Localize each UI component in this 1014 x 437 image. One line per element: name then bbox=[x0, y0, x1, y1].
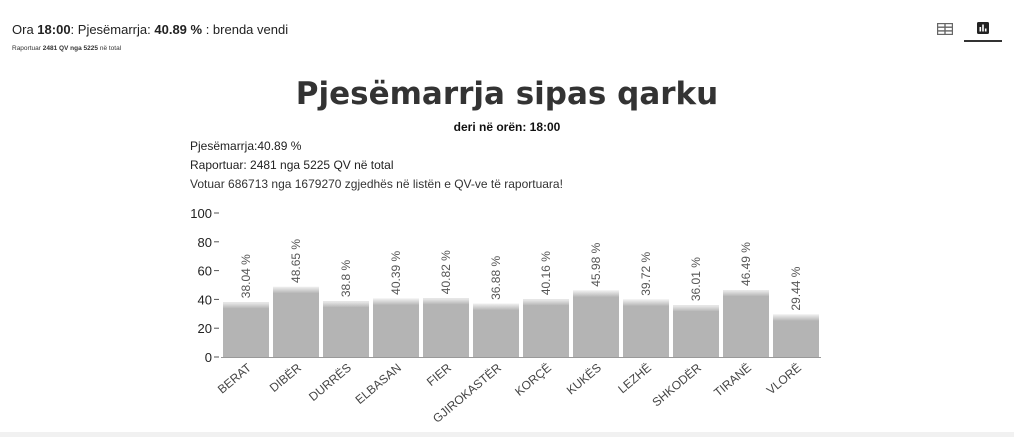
bar-highlight bbox=[773, 314, 819, 321]
data-label: 40.82 % bbox=[439, 250, 453, 294]
reported-value: 2481 QV nga 5225 bbox=[42, 45, 99, 52]
bar-highlight bbox=[423, 298, 469, 305]
category-label: SHKODËR bbox=[649, 360, 704, 409]
time-value: 18:00 bbox=[37, 22, 71, 37]
bar bbox=[323, 301, 369, 357]
bar-highlight bbox=[373, 298, 419, 305]
category-label: ELBASAN bbox=[353, 361, 404, 407]
turnout-summary: Ora 18:00: Pjesëmarrja: 40.89 % : brenda… bbox=[12, 22, 288, 37]
y-tick-label: 40 bbox=[198, 292, 212, 307]
bar bbox=[673, 305, 719, 357]
data-label: 38.04 % bbox=[239, 254, 253, 298]
data-label: 36.01 % bbox=[689, 257, 703, 301]
category-label: DIBËR bbox=[267, 360, 304, 395]
chart-view-button[interactable] bbox=[964, 16, 1002, 42]
data-label: 40.16 % bbox=[539, 251, 553, 295]
category-label: FIER bbox=[424, 360, 454, 389]
table-icon bbox=[937, 23, 953, 35]
reported-suffix: në total bbox=[99, 45, 122, 52]
category-label: DURRËS bbox=[306, 361, 354, 404]
data-label: 39.72 % bbox=[639, 251, 653, 295]
bar bbox=[573, 290, 619, 357]
category-label: BERAT bbox=[215, 360, 254, 396]
turnout-prefix: : Pjesëmarrja: bbox=[70, 22, 151, 37]
bar bbox=[623, 299, 669, 357]
bar bbox=[473, 303, 519, 357]
y-tick-label: 20 bbox=[198, 321, 212, 336]
bar-highlight bbox=[723, 290, 769, 297]
bar-highlight bbox=[223, 302, 269, 309]
y-tick-label: 80 bbox=[198, 235, 212, 250]
bar bbox=[223, 302, 269, 357]
stat-reported: Raportuar: 2481 nga 5225 QV në total bbox=[190, 158, 394, 172]
table-view-button[interactable] bbox=[926, 16, 964, 42]
data-label: 36.88 % bbox=[489, 256, 503, 300]
y-tick-label: 100 bbox=[190, 206, 212, 221]
category-label: VLORË bbox=[764, 361, 804, 398]
bar-chart-icon bbox=[977, 22, 989, 34]
stat-voted: Votuar 686713 nga 1679270 zgjedhës në li… bbox=[190, 177, 563, 191]
data-label: 48.65 % bbox=[289, 239, 303, 283]
reported-summary: Raportuar 2481 QV nga 5225 në total bbox=[12, 45, 121, 52]
bar-highlight bbox=[473, 303, 519, 310]
bar bbox=[723, 290, 769, 357]
bar bbox=[773, 314, 819, 357]
turnout-suffix: : brenda vendi bbox=[205, 22, 289, 37]
bar-highlight bbox=[523, 299, 569, 306]
category-label: LEZHË bbox=[615, 361, 654, 397]
data-label: 40.39 % bbox=[389, 250, 403, 294]
bar-highlight bbox=[673, 305, 719, 312]
data-label: 46.49 % bbox=[739, 242, 753, 286]
bar-highlight bbox=[323, 301, 369, 308]
reported-prefix: Raportuar bbox=[12, 45, 41, 52]
category-label: KORÇË bbox=[512, 361, 554, 399]
bar bbox=[423, 298, 469, 357]
data-label: 38.8 % bbox=[339, 259, 353, 297]
bar-highlight bbox=[573, 290, 619, 297]
bar-highlight bbox=[623, 299, 669, 306]
bottom-divider bbox=[0, 432, 1014, 437]
chart-title: Pjesëmarrja sipas qarku bbox=[295, 76, 719, 112]
data-label: 45.98 % bbox=[589, 242, 603, 286]
category-label: TIRANË bbox=[711, 361, 754, 400]
y-tick-label: 60 bbox=[198, 264, 212, 279]
category-label: KUKËS bbox=[564, 361, 604, 398]
view-toggle bbox=[926, 16, 1002, 42]
bar bbox=[373, 298, 419, 357]
bar bbox=[523, 299, 569, 357]
y-tick-label: 0 bbox=[205, 350, 212, 365]
stat-turnout: Pjesëmarrja:40.89 % bbox=[190, 139, 302, 153]
chart-subtitle: deri në orën: 18:00 bbox=[453, 120, 561, 134]
turnout-value: 40.89 % bbox=[154, 22, 203, 37]
bar bbox=[273, 286, 319, 357]
bar-highlight bbox=[273, 286, 319, 293]
time-prefix: Ora bbox=[12, 22, 34, 37]
data-label: 29.44 % bbox=[789, 266, 803, 310]
